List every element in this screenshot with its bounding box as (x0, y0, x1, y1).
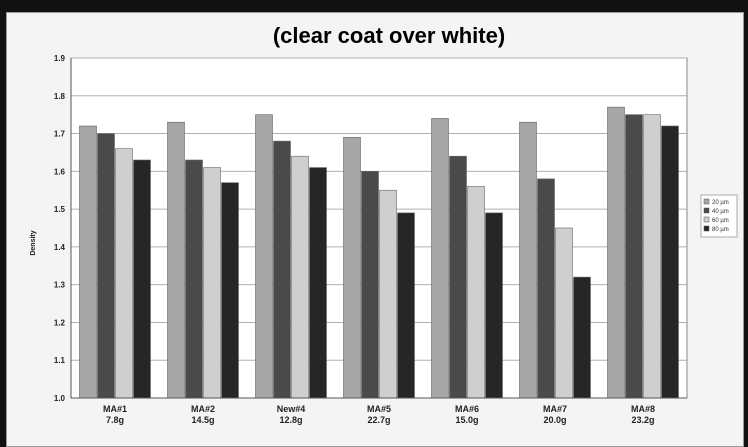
y-tick-label: 1.3 (54, 281, 66, 290)
x-tick-label: 14.5g (191, 415, 214, 425)
legend-swatch (703, 216, 710, 223)
x-tick-label: 23.2g (631, 415, 654, 425)
x-tick-label: MA#5 (367, 404, 391, 414)
figure-headline (10, 0, 730, 2)
legend: 20 µm 40 µm 60 µm 80 µm (700, 194, 738, 238)
x-tick-label: 12.8g (279, 415, 302, 425)
bar (291, 155, 309, 399)
bar (397, 212, 415, 399)
legend-label: 20 µm (712, 200, 729, 206)
bar (431, 118, 449, 399)
legend-swatch (703, 198, 710, 205)
bar (255, 114, 273, 399)
bar (343, 137, 361, 399)
bar (221, 182, 239, 399)
bar (185, 159, 203, 399)
bar-chart: (clear coat over white) 1.01.11.21.31.41… (30, 23, 738, 425)
x-tick-label: MA#2 (191, 404, 215, 414)
x-tick-label: MA#7 (543, 404, 567, 414)
chart-title: (clear coat over white) (273, 23, 505, 48)
bar (519, 121, 537, 399)
y-tick-label: 1.2 (54, 318, 66, 327)
legend-label: 60 µm (712, 218, 729, 224)
y-tick-label: 1.6 (54, 167, 66, 176)
bar (379, 189, 397, 399)
x-tick-label: MA#6 (455, 404, 479, 414)
bar (661, 125, 679, 399)
bar (115, 148, 133, 399)
bar (625, 114, 643, 399)
bar (203, 167, 221, 399)
bar (485, 212, 503, 399)
y-tick-label: 1.0 (54, 394, 66, 403)
legend-swatch (703, 207, 710, 214)
bar (309, 167, 327, 399)
x-tick-label: MA#8 (631, 404, 655, 414)
bar (361, 171, 379, 399)
x-tick-label: 22.7g (367, 415, 390, 425)
legend-swatch (703, 225, 710, 232)
bar (573, 276, 591, 399)
x-tick-label: 7.8g (106, 415, 124, 425)
y-tick-label: 1.5 (54, 205, 66, 214)
bar (449, 155, 467, 399)
legend-label: 80 µm (712, 227, 729, 233)
x-tick-label: 15.0g (455, 415, 478, 425)
bar (643, 114, 661, 399)
y-tick-label: 1.4 (54, 243, 66, 252)
plot-area: 1.0 1.1 1.2 1.3 1.4 1.5 1.6 1.7 1.8 1.9 MA#17.8g MA… (54, 54, 688, 425)
y-tick-label: 1.1 (54, 356, 66, 365)
x-tick-label: 20.0g (543, 415, 566, 425)
plot-background (70, 57, 688, 399)
x-tick-label: MA#1 (103, 404, 127, 414)
y-axis-label: Density (30, 230, 37, 255)
bar (555, 227, 573, 399)
legend-label: 40 µm (712, 209, 729, 215)
bar (607, 106, 625, 399)
y-tick-label: 1.9 (54, 54, 66, 63)
bar (537, 178, 555, 399)
y-tick-label: 1.8 (54, 92, 66, 101)
bar (79, 125, 97, 399)
bar (97, 133, 115, 399)
bar (273, 140, 291, 399)
y-tick-label: 1.7 (54, 130, 66, 139)
x-tick-label: New#4 (277, 404, 306, 414)
chart-panel: (clear coat over white) 1.0 1.1 1.2 1.3 1.4 1… (6, 12, 744, 447)
bar (133, 159, 151, 399)
bar (167, 121, 185, 399)
bar (467, 186, 485, 399)
